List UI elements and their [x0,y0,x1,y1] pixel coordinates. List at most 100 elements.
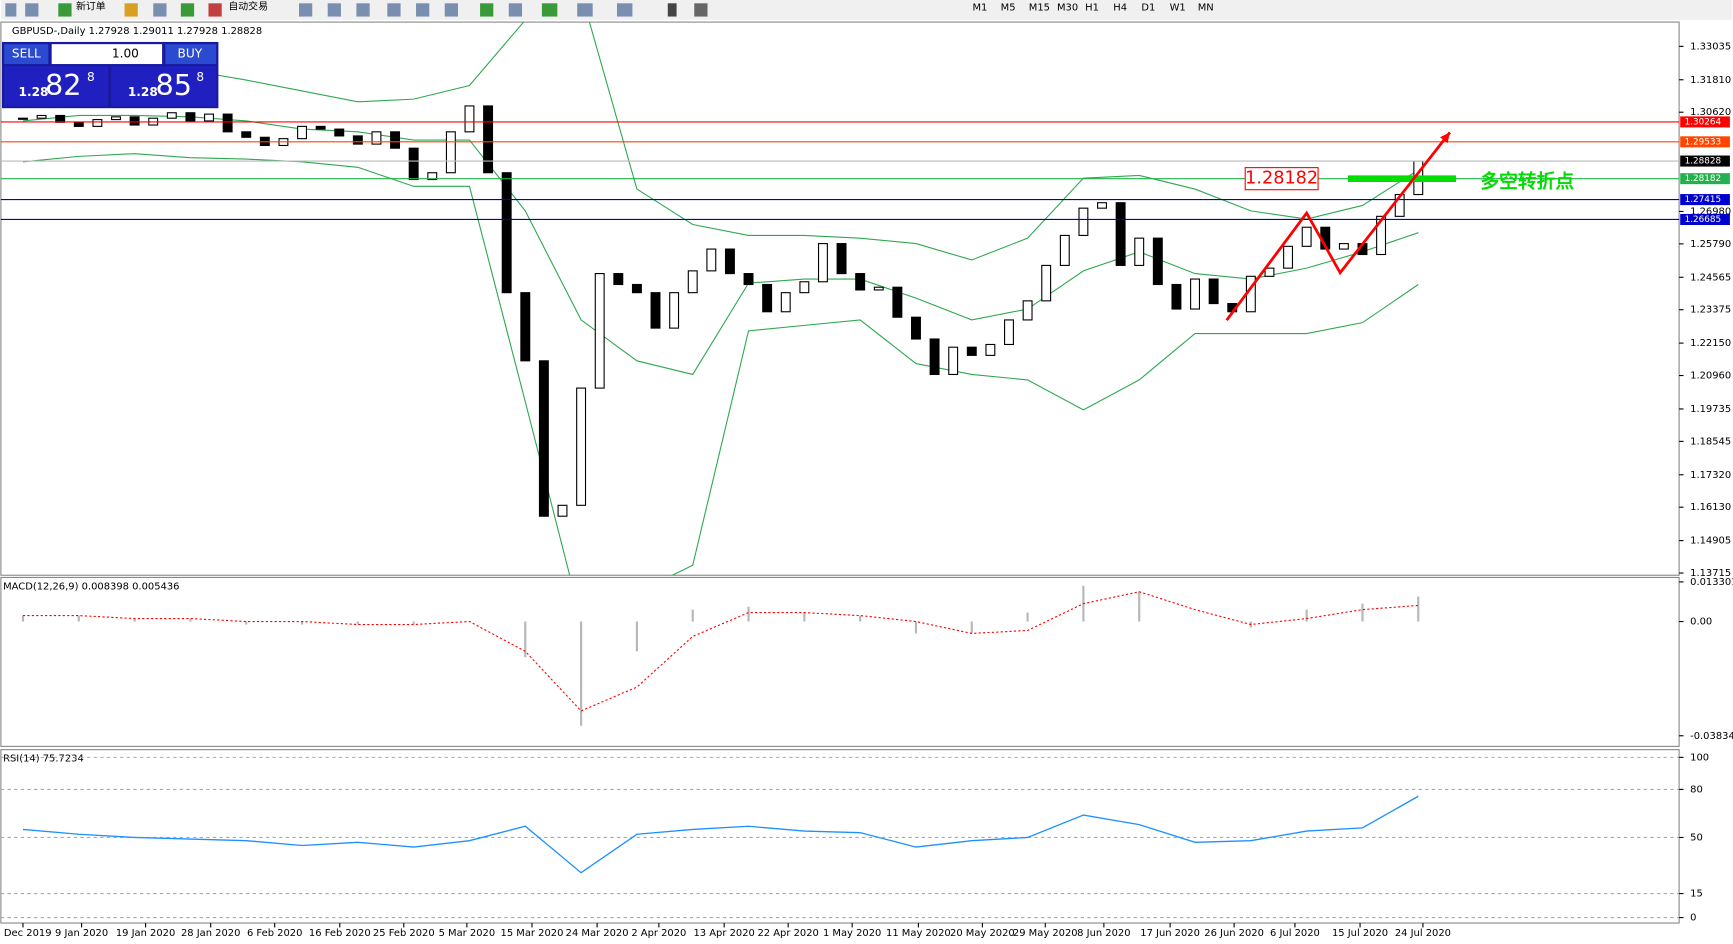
price-level-tag [1680,136,1730,148]
candle [352,135,363,145]
candle [111,116,121,121]
candle [557,504,568,517]
x-tick-label: 5 Mar 2020 [439,928,496,939]
candle [1115,202,1126,266]
candle [966,346,977,356]
candle [855,273,866,291]
candle [36,114,47,119]
sell-button[interactable] [4,44,49,65]
candle [390,131,401,149]
price-level-label: 1.30264 [1685,117,1722,127]
sell-price-sup: 8 [87,70,95,84]
buy-price-sup: 8 [196,70,204,84]
macd-signal [22,591,1419,712]
trade-panel: SELL 1.00 BUY 1.28 82 8 1.28 85 8 [1,41,219,109]
x-tick-label: 29 May 2020 [1013,928,1078,939]
timeframe-button[interactable]: M15 [1029,3,1050,14]
timeframe-button[interactable]: M5 [1001,3,1016,14]
buy-label[interactable]: BUY [178,47,203,61]
macd-title: MACD(12,26,9) 0.008398 0.005436 [3,581,179,592]
candle [669,292,680,329]
candle [501,172,512,294]
x-tick-label: 1 Dec 2019 [0,928,52,939]
timeframe-button[interactable]: MN [1198,3,1214,14]
candle [1208,278,1219,305]
candle [706,248,717,272]
toolbar [0,0,1733,20]
rsi-panel [0,749,1680,924]
candle [911,316,921,340]
buy-price-big: 1.28 [128,85,158,99]
price-level-tag [1680,155,1730,167]
candle [241,131,252,138]
macd-panel [0,576,1680,747]
price-level-label: 1.28828 [1685,157,1722,167]
annotation-box [1244,167,1319,191]
timeframe-button[interactable]: D1 [1141,3,1155,14]
candle [334,128,345,137]
sell-price-main: 82 [45,68,82,102]
timeframe-button[interactable]: M30 [1057,3,1078,14]
candle [1171,283,1182,310]
timeframe-button[interactable]: H4 [1113,3,1127,14]
candle [315,125,326,130]
y-tick-label: -0.038343 [1690,731,1733,742]
candle [1152,237,1163,286]
x-tick-label: 6 Jul 2020 [1270,928,1320,939]
candle [892,286,903,318]
lot-size[interactable]: 1.00 [112,47,139,61]
bollinger-band [22,22,1419,261]
x-tick-label: 11 May 2020 [886,928,951,939]
candle [408,147,419,181]
x-tick-label: 15 Mar 2020 [501,928,564,939]
candle [1264,267,1275,277]
y-tick-label: 1.14905 [1690,536,1731,547]
x-tick-label: 9 Jan 2020 [55,928,108,939]
candle [18,117,28,120]
candle [445,131,456,174]
price-level-tag [1680,213,1730,225]
timeframe-button[interactable]: H1 [1085,3,1099,14]
x-tick-label: 8 Jun 2020 [1077,928,1130,939]
toolbar-icons [5,3,708,17]
price-level-label: 1.26685 [1685,215,1722,225]
candle [687,270,698,294]
candle [73,121,84,127]
sell-price-big: 1.28 [19,85,49,99]
candle [1338,243,1349,250]
x-tick-label: 26 Jun 2020 [1204,928,1264,939]
y-tick-label: 1.18545 [1690,436,1731,447]
x-tick-label: 28 Jan 2020 [181,928,240,939]
y-tick-label: 50 [1690,832,1703,843]
toolbar-button[interactable]: 自动交易 [228,0,268,13]
timeframe-button[interactable]: W1 [1170,3,1186,14]
candle [799,281,810,294]
candle [538,360,549,517]
y-tick-label: 0 [1690,913,1696,924]
bollinger-band [22,153,1419,576]
candle [631,283,642,294]
candle [576,387,587,506]
bollinger-band [22,114,1419,376]
candle [1301,226,1312,247]
buy-button[interactable] [165,44,217,65]
candle [1059,234,1070,266]
candle [817,243,828,283]
candle [873,286,884,291]
x-tick-label: 17 Jun 2020 [1140,928,1200,939]
toolbar-button[interactable]: 新订单 [76,0,106,13]
trend-arrow [1225,131,1452,322]
candle [929,338,940,376]
candle [483,105,494,174]
candle [1022,300,1033,321]
y-tick-label: 1.13715 [1690,568,1731,579]
x-tick-label: 24 Jul 2020 [1395,928,1451,939]
y-tick-label: 1.25790 [1690,239,1731,250]
timeframe-button[interactable]: M1 [972,3,987,14]
sell-label[interactable]: SELL [12,47,41,61]
buy-price-main: 85 [155,68,192,102]
candle [836,243,847,275]
candle [1097,202,1107,209]
price-level-tag [1680,116,1730,128]
x-tick-label: 2 Apr 2020 [631,928,686,939]
